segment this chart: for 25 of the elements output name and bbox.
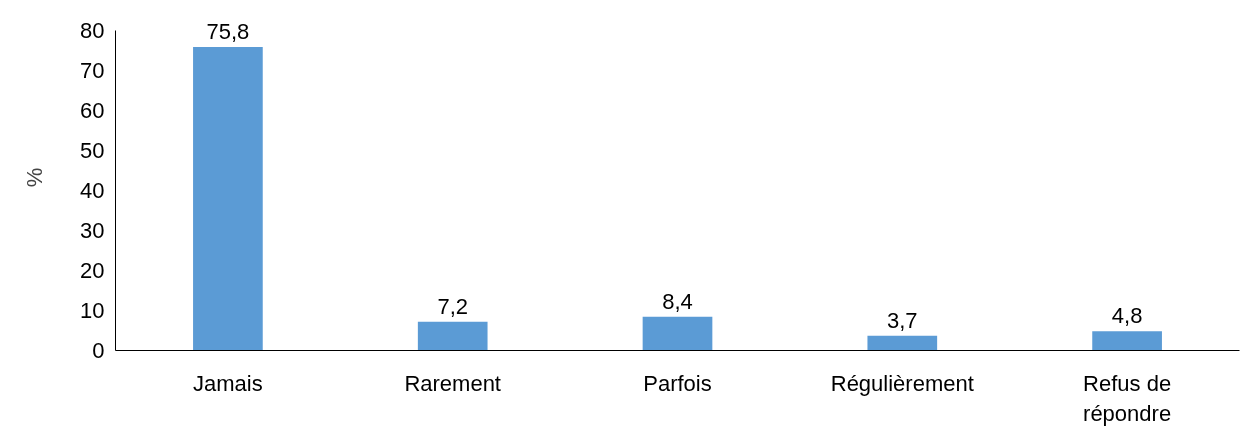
data-label: 7,2 bbox=[437, 293, 468, 319]
data-label: 3,7 bbox=[887, 307, 918, 333]
data-label: 75,8 bbox=[206, 18, 250, 44]
data-label: 8,4 bbox=[662, 288, 693, 314]
bar bbox=[193, 46, 263, 351]
y-tick-label: 0 bbox=[92, 338, 105, 363]
bar bbox=[642, 316, 713, 351]
y-tick-label: 70 bbox=[80, 57, 105, 83]
y-axis-title: % bbox=[22, 167, 48, 188]
y-tick-label: 20 bbox=[80, 257, 105, 283]
bar bbox=[1092, 331, 1162, 351]
x-tick-label: Jamais bbox=[193, 370, 263, 396]
y-tick-label: 40 bbox=[80, 177, 105, 203]
bar bbox=[417, 321, 488, 351]
y-tick-label: 30 bbox=[80, 217, 105, 243]
x-tick-label: Parfois bbox=[643, 370, 712, 396]
x-tick-label: Rarement bbox=[404, 370, 501, 396]
y-tick-label: 60 bbox=[80, 97, 105, 123]
bar bbox=[867, 335, 938, 351]
y-tick-label: 80 bbox=[80, 17, 105, 43]
x-tick-label: Régulièrement bbox=[830, 370, 974, 396]
data-label: 4,8 bbox=[1111, 303, 1143, 329]
y-tick-label: 50 bbox=[80, 137, 105, 163]
x-tick-label: Refus de répondre bbox=[1083, 370, 1172, 426]
y-tick-label: 10 bbox=[80, 297, 105, 323]
